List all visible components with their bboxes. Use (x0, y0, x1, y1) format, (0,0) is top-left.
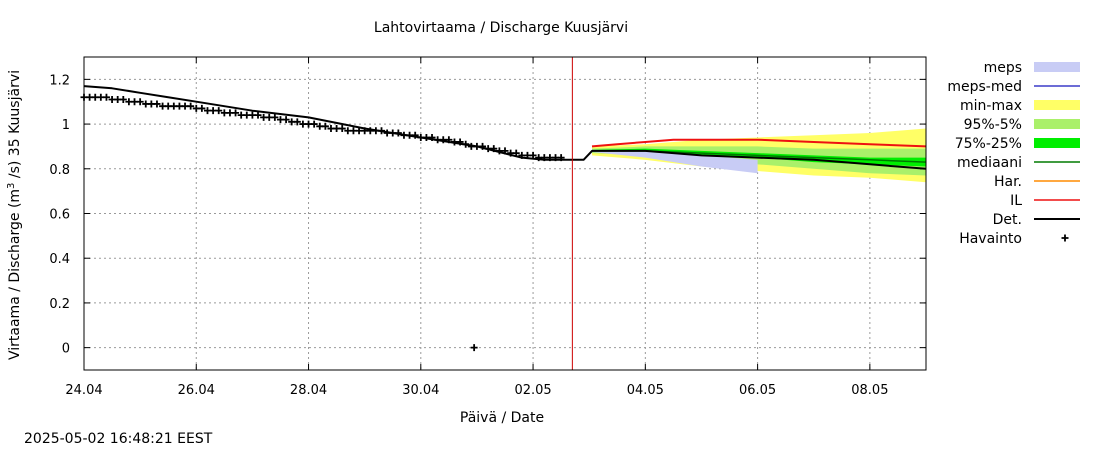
y-tick-label: 0.4 (49, 252, 70, 267)
havainto-marker (136, 98, 144, 106)
havainto-marker (187, 102, 195, 110)
legend-label-har: Har. (994, 174, 1022, 190)
y-tick-label: 1 (62, 118, 70, 133)
havainto-marker (557, 154, 565, 162)
x-tick-label: 08.05 (851, 383, 888, 398)
legend-label-mediaani: mediaani (957, 155, 1022, 171)
havainto-marker (102, 93, 110, 101)
y-axis-label: Virtaama / Discharge (m3 /s) 35 Kuusjärv… (6, 70, 23, 360)
havainto-marker (321, 122, 329, 130)
havainto-marker (310, 120, 318, 128)
havainto-marker (378, 127, 386, 135)
havainto-marker (232, 109, 240, 117)
legend-label-minmax: min-max (960, 98, 1022, 114)
havainto-marker (529, 151, 537, 159)
havainto-marker (254, 111, 262, 119)
legend-label-havainto: Havainto (959, 231, 1022, 247)
legend-label-meps_med: meps-med (947, 79, 1022, 95)
havainto-marker (470, 344, 478, 352)
y-axis-label-prefix: Virtaama / Discharge (m (7, 189, 23, 360)
x-tick-label: 02.05 (514, 383, 551, 398)
chart-title: Lahtovirtaama / Discharge Kuusjärvi (374, 20, 628, 36)
x-tick-label: 26.04 (178, 383, 215, 398)
y-tick-label: 0.6 (49, 208, 70, 223)
legend-swatch-minmax (1034, 100, 1080, 110)
legend-swatch-p95_5 (1034, 119, 1080, 129)
x-tick-label: 24.04 (65, 383, 102, 398)
havainto-marker (501, 147, 509, 155)
legend-swatch-p75_25 (1034, 138, 1080, 148)
y-tick-label: 1.2 (49, 73, 70, 88)
x-axis-label: Päivä / Date (460, 410, 544, 426)
havainto-marker (479, 142, 487, 150)
legend-label-meps: meps (984, 60, 1022, 76)
legend-label-det: Det. (993, 212, 1022, 228)
timestamp: 2025-05-02 16:48:21 EEST (24, 431, 213, 447)
x-tick-label: 28.04 (290, 383, 327, 398)
havainto-marker (119, 95, 127, 103)
legend-label-p95_5: 95%-5% (964, 117, 1022, 133)
x-tick-label: 30.04 (402, 383, 439, 398)
havainto-marker (271, 113, 279, 121)
y-tick-label: 0.2 (49, 297, 70, 312)
havainto-marker (490, 145, 498, 153)
legend-swatch-havainto (1061, 234, 1069, 242)
legend-swatch-meps (1034, 62, 1080, 72)
band-meps (592, 149, 758, 174)
havainto-marker (215, 107, 223, 115)
havainto-marker (428, 133, 436, 141)
legend-label-p75_25: 75%-25% (955, 136, 1022, 152)
havainto-marker (456, 138, 464, 146)
y-axis-label-sup: 3 (6, 183, 17, 189)
observation-markers (80, 93, 565, 352)
line-il (591, 138, 927, 148)
havainto-marker (512, 149, 520, 157)
havainto-marker (411, 131, 419, 139)
y-axis-label-suffix: /s) 35 Kuusjärvi (7, 70, 23, 183)
axes: 24.04 26.04 28.04 30.04 02.05 04.05 06.05 08.05… (49, 56, 927, 398)
havainto-marker (198, 104, 206, 112)
x-tick-label: 06.05 (739, 383, 776, 398)
legend: meps meps-med min-max 95%-5% 75%-25% mediaani… (947, 60, 1080, 247)
y-tick-label: 0 (62, 342, 70, 357)
y-tick-label: 0.8 (49, 163, 70, 178)
havainto-marker (462, 140, 470, 148)
havainto-marker (293, 118, 301, 126)
havainto-marker (394, 129, 402, 137)
havainto-marker (282, 116, 290, 124)
havainto-marker (153, 100, 161, 108)
havainto-marker (338, 125, 346, 133)
legend-label-il: IL (1010, 193, 1022, 209)
havainto-marker (445, 136, 453, 144)
x-tick-label: 04.05 (627, 383, 664, 398)
